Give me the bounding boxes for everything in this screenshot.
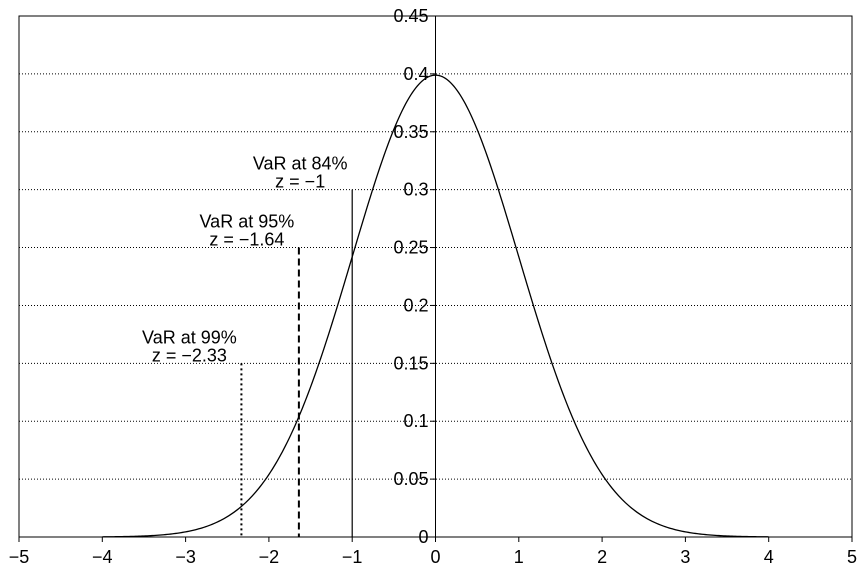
var-label-z: z = −1 (275, 172, 325, 192)
y-tick-label: 0.1 (403, 411, 428, 431)
y-tick-label: 0.4 (403, 64, 428, 84)
x-tick-label: −1 (342, 547, 363, 567)
x-tick-label: 2 (597, 547, 607, 567)
var-label-confidence: VaR at 95% (200, 212, 295, 232)
curve-layer (102, 74, 769, 538)
x-tick-label: 0 (430, 547, 440, 567)
var-label-confidence: VaR at 84% (253, 154, 348, 174)
y-tick-label: 0.15 (393, 353, 428, 373)
var-label-confidence: VaR at 99% (142, 327, 237, 347)
y-tick-label: 0.2 (403, 295, 428, 315)
y-tick-label: 0 (418, 527, 428, 547)
x-tick-labels: −5 −4 −3 −2 −1 0 1 2 3 4 5 (9, 547, 857, 567)
marker-layer (240, 189, 353, 537)
y-tick-label: 0.05 (393, 469, 428, 489)
x-tick-label: −3 (175, 547, 196, 567)
x-tick-label: 4 (764, 547, 774, 567)
x-tick-label: 1 (514, 547, 524, 567)
y-tick-label: 0.3 (403, 180, 428, 200)
annotation-layer: VaR at 99%z = −2.33 VaR at 95%z = −1.64 Va… (142, 154, 348, 366)
x-tick-label: −2 (259, 547, 280, 567)
x-tick-label: 5 (847, 547, 857, 567)
var-label-z: z = −1.64 (209, 230, 284, 250)
y-tick-label: 0.45 (393, 6, 428, 26)
x-tick-label: 3 (680, 547, 690, 567)
var-label-z: z = −2.33 (152, 345, 227, 365)
normal-density-curve (102, 74, 769, 538)
axis-layer (18, 15, 853, 542)
x-tick-label: −5 (9, 547, 30, 567)
y-tick-label: 0.35 (393, 122, 428, 142)
y-tick-labels: 0 0.05 0.1 0.15 0.2 0.25 0.3 0.35 0.4 0.45 (393, 6, 428, 547)
y-tick-label: 0.25 (393, 238, 428, 258)
x-tick-label: −4 (92, 547, 113, 567)
grid-layer (19, 73, 852, 480)
